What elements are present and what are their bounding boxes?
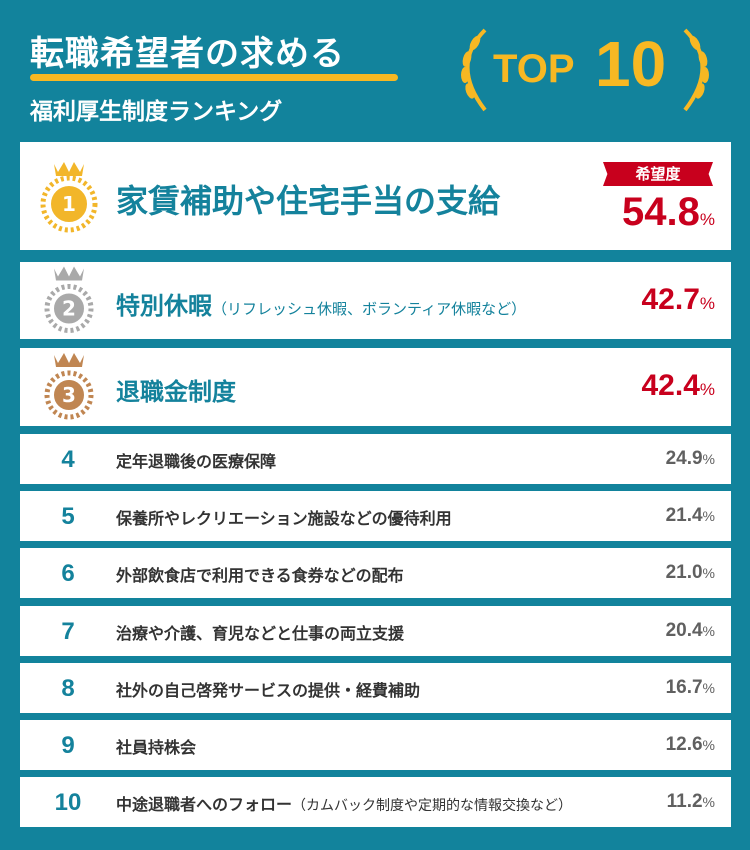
item-percentage: 24.9% [665,448,715,469]
rank-number: 4 [61,446,75,473]
title-underline [30,74,398,81]
badge-kibodo: 希望度 [603,162,713,186]
item-percentage: 11.2% [666,791,715,813]
subtitle: 福利厚生制度ランキング [30,99,283,125]
item-percentage: 20.4% [665,619,715,641]
item-name: 治療や介護、育児などと仕事の両立支援 [116,623,405,643]
item-percentage: 42.4% [641,369,715,402]
item-name: 定年退職後の医療保障 [116,452,277,471]
item-percentage: 12.6% [665,734,715,755]
item-name: 家賃補助や住宅手当の支給 [116,182,501,221]
top-label: TOP [493,47,575,91]
item-name: 社外の自己啓発サービスの提供・経費補助 [116,680,421,700]
item-name: 中途退職者へのフォロー（カムバック制度や定期的な情報交換など） [116,795,573,815]
item-name: 特別休暇（リフレッシュ休暇、ボランティア休暇など） [116,291,527,320]
medal-rank-3-icon: 3 [44,353,94,420]
ranking-row: 4 定年退職後の医療保障 24.9% [20,434,731,484]
item-name: 外部飲食店で利用できる食券などの配布 [116,566,404,586]
medal-rank-number: 3 [62,383,76,407]
rank-number: 7 [61,617,75,645]
item-percentage: 21.4% [665,505,715,527]
ranking-row: 6 外部飲食店で利用できる食券などの配布 21.0% [20,548,731,599]
rank-number: 10 [54,789,82,817]
rank-number: 8 [61,674,75,702]
rank-number: 6 [61,560,75,588]
item-percentage: 21.0% [665,562,715,584]
title: 転職希望者の求める [30,34,345,74]
item-percentage: 54.8% [622,190,715,234]
ranking-row: 8 社外の自己啓発サービスの提供・経費補助 16.7% [20,662,731,713]
item-name: 退職金制度 [116,378,236,407]
medal-rank-number: 2 [62,297,76,321]
ranking-row: 7 治療や介護、育児などと仕事の両立支援 20.4% [20,605,731,656]
item-percentage: 42.7% [641,282,715,316]
rank-number: 5 [61,503,75,531]
medal-rank-1-icon: 1 [40,162,98,233]
ranking-row: 5 保養所やレクリエーション施設などの優待利用 21.4% [20,491,731,542]
laurel-icon [461,28,709,112]
top10-emblem: TOP 10 [445,25,725,115]
medal-rank-number: 1 [62,192,76,216]
ranking-row: 3 退職金制度 42.4% [20,348,731,426]
rank-number: 9 [61,732,75,759]
item-name: 社員持株会 [116,738,197,757]
medal-rank-2-icon: 2 [44,266,94,333]
ranking-row: 1 家賃補助や住宅手当の支給 希望度 54.8% [20,142,731,250]
ranking-row: 9 社員持株会 12.6% [20,720,731,770]
item-name: 保養所やレクリエーション施設などの優待利用 [116,509,452,529]
ranking-row: 10 中途退職者へのフォロー（カムバック制度や定期的な情報交換など） 11.2% [20,777,731,828]
top-number: 10 [595,28,667,100]
item-percentage: 16.7% [665,676,715,698]
ranking-row: 2 特別休暇（リフレッシュ休暇、ボランティア休暇など） 42.7% [20,262,731,339]
